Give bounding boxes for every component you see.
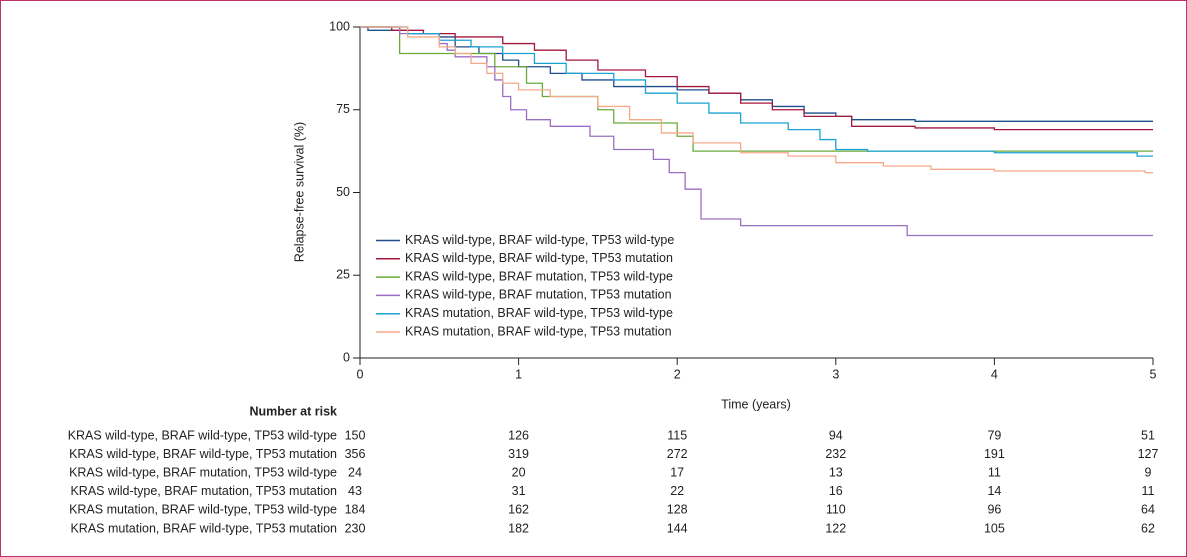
risk-row-label: KRAS wild-type, BRAF mutation, TP53 wild… bbox=[69, 465, 337, 479]
x-tick-label: 4 bbox=[991, 367, 998, 381]
x-tick-label: 5 bbox=[1150, 367, 1157, 381]
risk-value: 51 bbox=[1141, 428, 1155, 442]
risk-value: 150 bbox=[345, 428, 366, 442]
risk-value: 115 bbox=[667, 428, 687, 442]
risk-row-label: KRAS wild-type, BRAF wild-type, TP53 wil… bbox=[68, 428, 337, 442]
risk-value: 94 bbox=[829, 428, 843, 442]
risk-value: 191 bbox=[984, 447, 1005, 461]
risk-value: 9 bbox=[1145, 465, 1152, 479]
survival-curve bbox=[360, 26, 1153, 237]
risk-value: 17 bbox=[670, 465, 684, 479]
y-tick-label: 50 bbox=[336, 185, 350, 199]
risk-value: 62 bbox=[1141, 521, 1155, 535]
risk-value: 232 bbox=[825, 447, 846, 461]
risk-value: 127 bbox=[1138, 447, 1159, 461]
risk-row-label: KRAS mutation, BRAF wild-type, TP53 wild… bbox=[69, 503, 337, 517]
survival-curve bbox=[360, 26, 1153, 131]
risk-value: 230 bbox=[345, 521, 366, 535]
risk-table-title: Number at risk bbox=[249, 404, 337, 418]
legend-label: KRAS mutation, BRAF wild-type, TP53 wild… bbox=[405, 306, 673, 320]
risk-value: 31 bbox=[512, 484, 526, 498]
risk-value: 319 bbox=[508, 447, 529, 461]
risk-value: 11 bbox=[1142, 484, 1155, 498]
risk-value: 122 bbox=[825, 521, 846, 535]
risk-value: 182 bbox=[508, 521, 529, 535]
y-tick-label: 100 bbox=[329, 19, 350, 33]
risk-value: 162 bbox=[508, 503, 529, 517]
risk-value: 96 bbox=[987, 503, 1001, 517]
risk-value: 79 bbox=[987, 428, 1001, 442]
y-axis-label: Relapse-free survival (%) bbox=[292, 122, 306, 262]
legend-label: KRAS wild-type, BRAF wild-type, TP53 mut… bbox=[405, 251, 673, 265]
risk-value: 110 bbox=[826, 503, 846, 517]
x-tick-label: 3 bbox=[832, 367, 839, 381]
risk-value: 64 bbox=[1141, 503, 1155, 517]
legend-label: KRAS wild-type, BRAF wild-type, TP53 wil… bbox=[405, 233, 674, 247]
y-tick-label: 75 bbox=[336, 102, 350, 116]
risk-value: 24 bbox=[348, 465, 362, 479]
risk-value: 144 bbox=[667, 521, 688, 535]
risk-row-label: KRAS wild-type, BRAF wild-type, TP53 mut… bbox=[69, 447, 337, 461]
risk-value: 272 bbox=[667, 447, 688, 461]
x-axis-label: Time (years) bbox=[721, 397, 791, 411]
risk-value: 128 bbox=[667, 503, 688, 517]
risk-value: 43 bbox=[348, 484, 362, 498]
risk-value: 20 bbox=[512, 465, 526, 479]
risk-value: 22 bbox=[670, 484, 684, 498]
x-tick-label: 1 bbox=[515, 367, 522, 381]
risk-value: 105 bbox=[984, 521, 1005, 535]
risk-value: 11 bbox=[988, 465, 1001, 479]
x-tick-label: 2 bbox=[674, 367, 681, 381]
risk-value: 184 bbox=[345, 503, 366, 517]
risk-value: 14 bbox=[987, 484, 1001, 498]
risk-value: 13 bbox=[829, 465, 843, 479]
x-tick-label: 0 bbox=[357, 367, 364, 381]
legend-label: KRAS wild-type, BRAF mutation, TP53 wild… bbox=[405, 269, 673, 283]
y-tick-label: 25 bbox=[336, 268, 350, 282]
y-tick-label: 0 bbox=[343, 350, 350, 364]
legend-label: KRAS wild-type, BRAF mutation, TP53 muta… bbox=[405, 288, 672, 302]
legend-label: KRAS mutation, BRAF wild-type, TP53 muta… bbox=[405, 324, 672, 338]
survival-curve bbox=[360, 26, 1153, 152]
risk-value: 126 bbox=[508, 428, 529, 442]
survival-curve bbox=[360, 26, 1153, 174]
survival-curve bbox=[360, 26, 1153, 122]
risk-value: 356 bbox=[345, 447, 366, 461]
risk-row-label: KRAS mutation, BRAF wild-type, TP53 muta… bbox=[70, 521, 337, 535]
survival-curve bbox=[360, 26, 1153, 157]
risk-value: 16 bbox=[829, 484, 843, 498]
risk-row-label: KRAS wild-type, BRAF mutation, TP53 muta… bbox=[70, 484, 337, 498]
